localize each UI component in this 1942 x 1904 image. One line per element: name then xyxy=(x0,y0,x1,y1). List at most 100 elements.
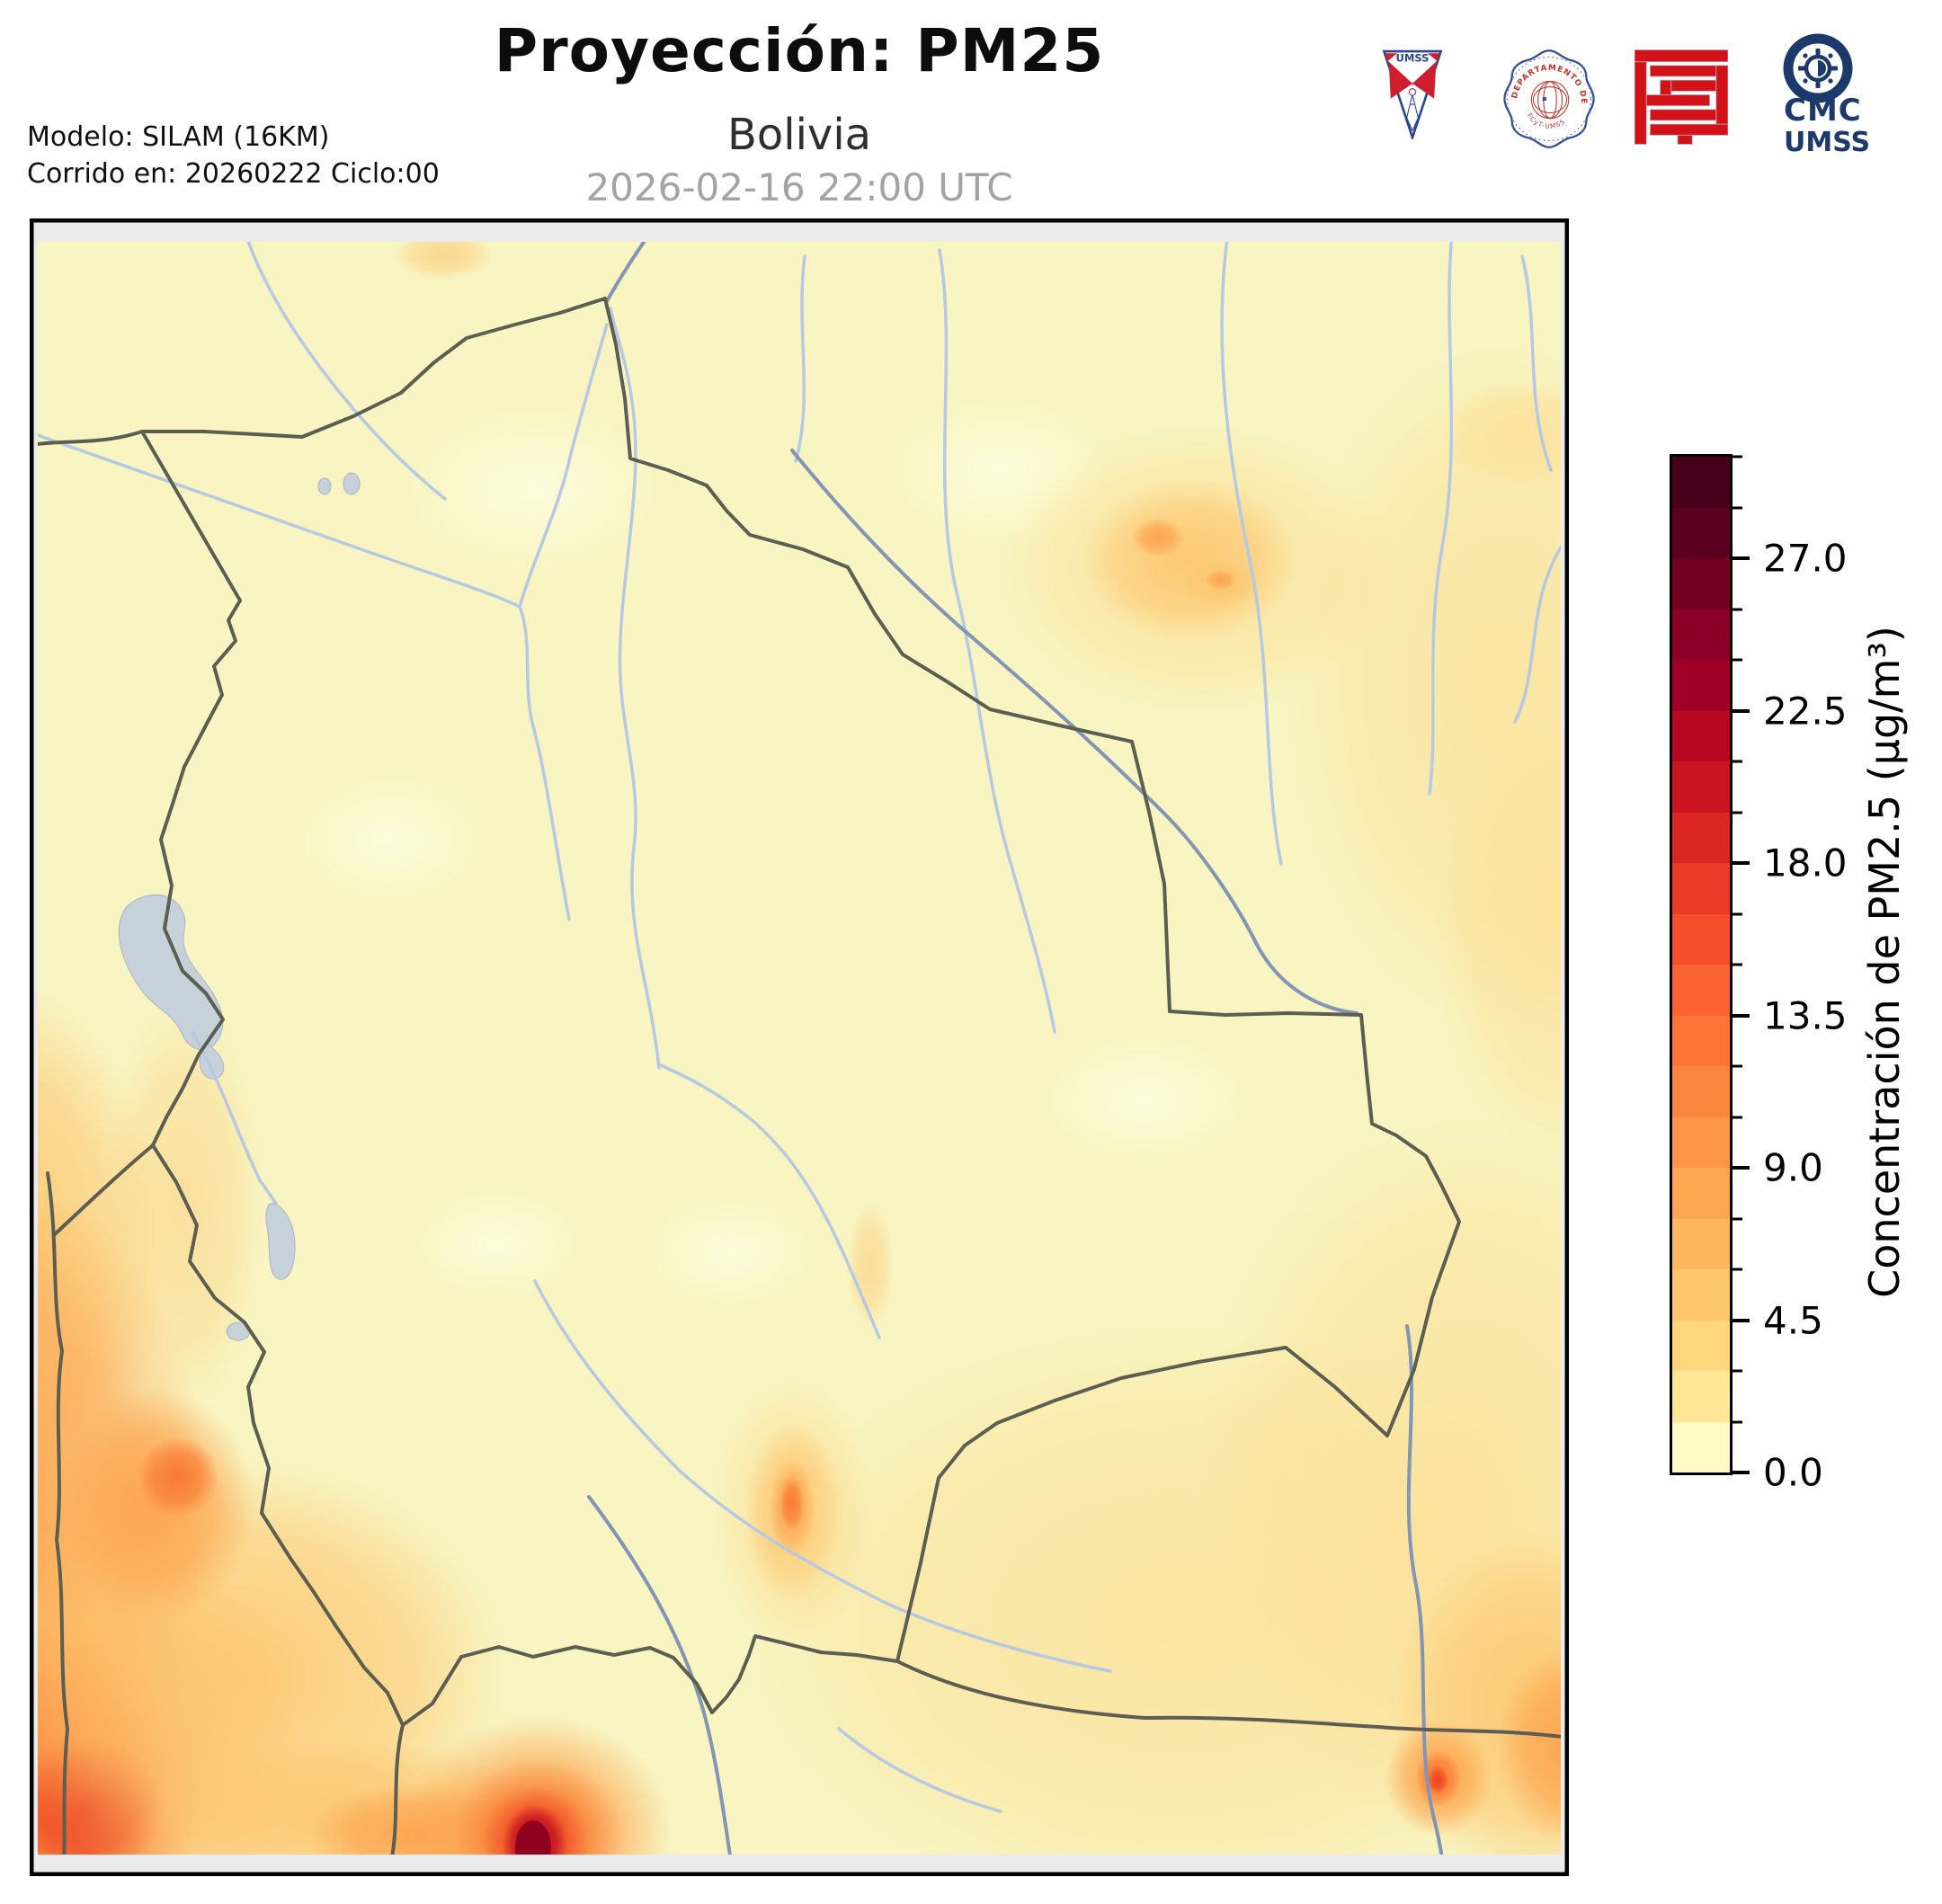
river-south-central xyxy=(533,1279,1112,1673)
colorbar-minor-tick xyxy=(1733,455,1742,458)
page-title: Proyección: PM25 xyxy=(494,16,1105,85)
colorbar-minor-tick xyxy=(1733,1369,1742,1373)
model-info: Modelo: SILAM (16KM) Corrido en: 2026022… xyxy=(27,119,440,193)
model-run: Corrido en: 20260222 Ciclo:00 xyxy=(27,158,440,191)
colorbar-segment xyxy=(1672,1421,1730,1472)
colorbar-tick-label: 27.0 xyxy=(1763,536,1848,581)
seal-wavy-border xyxy=(1503,49,1595,148)
river-madre-de-dios xyxy=(30,431,521,609)
pennant-umss-text: UMSS xyxy=(1395,52,1429,65)
colorbar-major-tick xyxy=(1733,1471,1750,1474)
colorbar-minor-tick xyxy=(1733,1116,1742,1118)
pennant-corner-left xyxy=(1385,53,1398,62)
colorbar-axis-label: Concentración de PM2.5 (µg/m³) xyxy=(1860,626,1909,1298)
peru-brazil-border xyxy=(30,430,144,447)
colorbar-segment xyxy=(1672,1218,1730,1269)
river-paraguay xyxy=(1405,1324,1447,1876)
colorbar-tick-label: 9.0 xyxy=(1763,1145,1823,1190)
colorbar-segment xyxy=(1672,1015,1730,1066)
model-name: Modelo: SILAM (16KM) xyxy=(27,121,330,153)
map-frame xyxy=(30,218,1569,1876)
map-figure xyxy=(30,218,1569,1876)
colorbar-segment xyxy=(1672,1371,1730,1422)
colorbar-segment xyxy=(1672,1168,1730,1219)
colorbar-ticks: 27.0 22.5 18.0 13.5 9.0 4.5 0.0 xyxy=(1733,455,1939,1495)
colorbar-segment xyxy=(1672,1269,1730,1321)
colorbar-segment xyxy=(1672,1320,1730,1371)
umss-pennant-logo: UMSS xyxy=(1382,49,1443,139)
pacific-coastline xyxy=(46,1171,69,1864)
colorbar-segment xyxy=(1672,1117,1730,1168)
river-ne-1 xyxy=(938,248,1056,1034)
colorbar-minor-tick xyxy=(1733,1064,1742,1068)
colorbar-segment xyxy=(1672,1066,1730,1117)
colorbar-segment xyxy=(1672,812,1730,863)
river-n-small xyxy=(794,254,806,463)
colorbar-segment xyxy=(1672,965,1730,1016)
seal-dotted-ring xyxy=(1506,56,1592,142)
colorbar-minor-tick xyxy=(1733,811,1742,814)
river-ne-3 xyxy=(1428,233,1454,796)
country-borders xyxy=(30,297,1569,1864)
cmc-umss-logo: CMC UMSS xyxy=(1783,33,1870,158)
small-lake-1 xyxy=(317,477,332,495)
colorbar-segment xyxy=(1672,913,1730,965)
forecast-timestamp: 2026-02-16 22:00 UTC xyxy=(585,165,1013,209)
colorbar-minor-tick xyxy=(1733,1217,1742,1220)
colorbar-segment xyxy=(1672,710,1730,761)
cmc-ring xyxy=(1783,33,1853,103)
lakes xyxy=(118,472,361,1341)
pennant-red-left xyxy=(1388,61,1412,99)
colorbar-segment xyxy=(1672,558,1730,609)
river-itenez xyxy=(790,449,1359,1015)
cmc-umss-text: UMSS xyxy=(1784,127,1870,158)
pennant-corner-right xyxy=(1427,53,1439,62)
page-subtitle: Bolivia xyxy=(726,110,872,160)
colorbar-segment xyxy=(1672,609,1730,660)
river-nw-small xyxy=(245,236,447,501)
colorbar: 27.0 22.5 18.0 13.5 9.0 4.5 0.0 xyxy=(1670,454,1939,1495)
fcyt-red-logo xyxy=(1635,49,1728,145)
river-beni xyxy=(518,323,609,921)
colorbar-segment xyxy=(1672,761,1730,813)
colorbar-major-tick xyxy=(1733,1166,1750,1170)
river-desaguadero xyxy=(192,1031,278,1206)
colorbar-tick-label: 18.0 xyxy=(1763,841,1848,885)
colorbar-minor-tick xyxy=(1733,658,1742,662)
peru-chile-border xyxy=(53,1143,155,1236)
chile-argentina-border xyxy=(389,1723,405,1864)
pennant-emblem xyxy=(1403,81,1422,131)
river-ne-2 xyxy=(1220,236,1283,866)
argentina-paraguay-border xyxy=(895,1659,1569,1739)
colorbar-major-tick xyxy=(1733,556,1750,560)
colorbar-minor-tick xyxy=(1733,506,1742,509)
colorbar-tick-label: 13.5 xyxy=(1763,993,1848,1037)
colorbar-tick-label: 22.5 xyxy=(1763,689,1848,733)
river-ne-corner xyxy=(1513,254,1569,724)
colorbar-minor-tick xyxy=(1733,1420,1742,1423)
pm25-heat-layer xyxy=(30,229,1569,1876)
cmc-sun-glyph xyxy=(1798,49,1838,88)
colorbar-major-tick xyxy=(1733,861,1750,865)
colorbar-minor-tick xyxy=(1733,1268,1742,1271)
river-mamore xyxy=(609,307,661,1070)
colorbar-major-tick xyxy=(1733,708,1750,713)
colorbar-major-tick xyxy=(1733,1318,1750,1322)
river-se-small xyxy=(837,1727,1002,1813)
departamento-fisica-seal: DEPARTAMENTO DE FÍSICA FCyT-UMSS xyxy=(1493,43,1595,148)
colorbar-minor-tick xyxy=(1733,912,1742,915)
colorbar-tick-label: 0.0 xyxy=(1763,1450,1823,1495)
colorbar-tick-label: 4.5 xyxy=(1763,1298,1823,1342)
colorbar-segment xyxy=(1672,457,1730,508)
rivers xyxy=(30,218,1569,1876)
pennant-red-right xyxy=(1412,61,1437,99)
colorbar-gradient xyxy=(1670,454,1733,1475)
river-pilcomayo xyxy=(587,1495,735,1876)
seal-sphere-sketch xyxy=(1530,80,1570,120)
river-grande xyxy=(659,1063,881,1339)
colorbar-segment xyxy=(1672,660,1730,711)
colorbar-segment xyxy=(1672,863,1730,914)
cmc-text: CMC xyxy=(1784,93,1862,129)
colorbar-segment xyxy=(1672,507,1730,558)
small-lake-2 xyxy=(343,472,361,495)
